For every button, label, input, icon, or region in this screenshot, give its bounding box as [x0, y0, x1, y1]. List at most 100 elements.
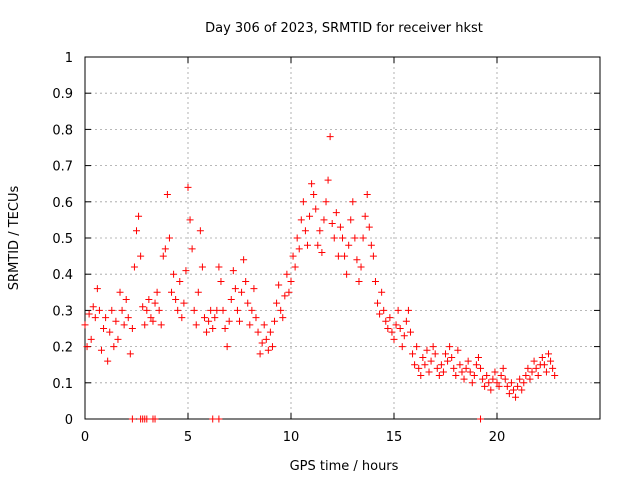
data-point	[501, 375, 509, 383]
data-point	[143, 306, 151, 314]
data-point	[493, 379, 501, 387]
data-point	[271, 317, 279, 325]
data-point	[330, 234, 338, 242]
data-point	[291, 263, 299, 271]
data-point	[310, 191, 318, 199]
data-point	[258, 339, 266, 347]
data-point	[417, 372, 425, 380]
data-point	[227, 296, 235, 304]
data-point	[446, 343, 454, 351]
data-point	[229, 267, 237, 275]
data-point	[466, 368, 474, 376]
y-tick-label: 0.3	[52, 304, 73, 319]
data-point	[400, 332, 408, 340]
data-point	[532, 364, 540, 372]
data-point	[411, 361, 419, 369]
data-point	[450, 364, 458, 372]
data-point	[236, 317, 243, 325]
data-point	[332, 209, 340, 217]
data-point	[406, 328, 414, 336]
data-point	[318, 248, 326, 256]
data-point	[215, 263, 223, 271]
data-point	[448, 353, 456, 361]
data-point	[359, 234, 367, 242]
data-point	[386, 314, 394, 322]
data-point	[468, 379, 476, 387]
data-point	[110, 343, 118, 351]
data-point	[477, 415, 485, 423]
data-point	[528, 368, 536, 376]
data-point	[357, 263, 365, 271]
x-tick-label: 5	[184, 430, 192, 445]
data-point	[545, 350, 552, 358]
y-tick-label: 0.7	[52, 160, 73, 175]
data-point	[398, 343, 406, 351]
data-point	[437, 361, 445, 369]
data-point	[172, 296, 180, 304]
y-tick-label: 0.1	[52, 377, 73, 392]
data-point	[215, 415, 223, 423]
data-point	[106, 328, 114, 336]
data-point	[192, 321, 200, 329]
y-tick-label: 0	[65, 413, 73, 428]
data-point	[295, 245, 303, 253]
data-point	[260, 321, 268, 329]
data-point	[413, 343, 421, 351]
data-point	[514, 382, 522, 390]
data-point	[324, 176, 332, 184]
data-point	[522, 372, 530, 380]
data-point	[353, 256, 361, 264]
data-point	[147, 314, 155, 322]
data-point	[89, 303, 97, 311]
data-point	[336, 223, 344, 231]
y-tick-label: 0.9	[52, 87, 73, 102]
data-point	[347, 216, 355, 224]
data-point	[118, 306, 126, 314]
data-point	[170, 270, 178, 278]
data-point	[163, 191, 171, 199]
data-point	[231, 285, 239, 293]
data-point	[85, 310, 93, 318]
data-point	[409, 350, 417, 358]
data-point	[256, 350, 264, 358]
data-point	[526, 375, 534, 383]
data-point	[198, 263, 206, 271]
data-point	[223, 343, 231, 351]
data-point	[299, 198, 307, 206]
data-point	[122, 296, 130, 304]
data-point	[415, 364, 423, 372]
data-point	[275, 281, 283, 289]
data-point	[108, 306, 116, 314]
data-point	[444, 357, 452, 365]
x-tick-label: 0	[81, 430, 89, 445]
data-point	[382, 317, 390, 325]
data-point	[279, 314, 287, 322]
data-point	[491, 368, 499, 376]
data-point	[240, 256, 248, 264]
data-point	[499, 364, 507, 372]
data-point	[217, 277, 225, 285]
y-tick-label: 0.4	[52, 268, 73, 283]
data-point	[149, 317, 157, 325]
data-point	[505, 390, 513, 398]
data-point	[91, 314, 99, 322]
data-point	[264, 346, 272, 354]
data-point	[547, 357, 555, 365]
data-point	[474, 353, 482, 361]
data-point	[151, 299, 159, 307]
data-point	[355, 277, 363, 285]
data-point	[390, 335, 398, 343]
data-point	[100, 325, 108, 332]
data-point	[244, 299, 252, 307]
data-point	[477, 364, 485, 372]
data-point	[209, 325, 217, 332]
data-point	[481, 382, 489, 390]
data-point	[135, 212, 143, 220]
data-point	[404, 306, 412, 314]
data-point	[423, 346, 431, 354]
data-point	[540, 361, 548, 369]
y-tick-label: 1	[65, 51, 73, 66]
data-point	[93, 285, 101, 293]
data-point	[102, 314, 110, 322]
data-point	[128, 325, 136, 332]
